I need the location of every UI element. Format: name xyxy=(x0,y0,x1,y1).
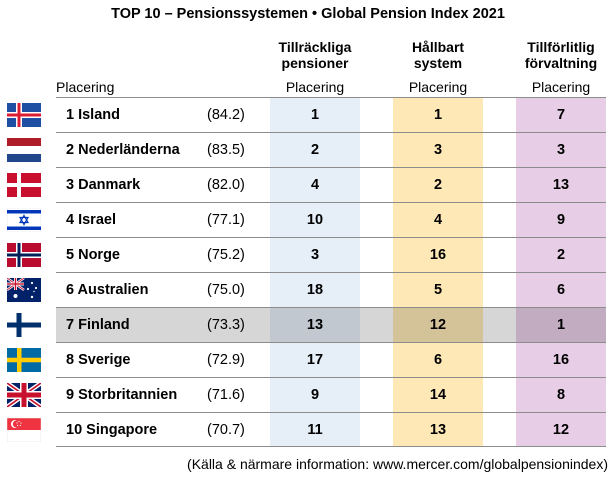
australia-flag-icon xyxy=(7,278,41,302)
rank-integrity: 7 xyxy=(556,107,566,123)
country-name: 5 Norge xyxy=(66,247,120,263)
rank-integrity: 16 xyxy=(552,352,570,368)
norway-flag-icon xyxy=(7,243,41,267)
table-row: 7 Finland (73.3) 13 12 1 xyxy=(0,308,616,343)
country-name: 7 Finland xyxy=(66,317,130,333)
col2-header: Hållbart system xyxy=(411,39,465,71)
rank-adequacy: 1 xyxy=(310,107,320,123)
rank-integrity: 8 xyxy=(556,387,566,403)
rank-sustainability: 2 xyxy=(433,177,443,193)
rank-integrity: 6 xyxy=(556,282,566,298)
placering-label: Placering xyxy=(56,79,115,95)
denmark-flag-icon xyxy=(7,173,41,197)
rank-sustainability: 1 xyxy=(433,107,443,123)
table-row: 2 Nederländerna (83.5) 2 3 3 xyxy=(0,133,616,168)
table-row: 9 Storbritannien (71.6) 9 14 8 xyxy=(0,378,616,413)
country-name: 10 Singapore xyxy=(66,422,158,438)
col2-subheader: Placering xyxy=(408,79,468,95)
table-row: 10 Singapore (70.7) 11 13 12 xyxy=(0,413,616,448)
singapore-flag-icon xyxy=(7,418,41,442)
rank-sustainability: 6 xyxy=(433,352,443,368)
rank-integrity: 1 xyxy=(556,317,566,333)
row-divider xyxy=(56,412,606,413)
row-divider xyxy=(56,446,606,447)
table-row: 4 Israel (77.1) 10 4 9 xyxy=(0,203,616,238)
rank-integrity: 3 xyxy=(556,142,566,158)
country-name: 6 Australien xyxy=(66,282,149,298)
rank-sustainability: 14 xyxy=(429,387,447,403)
finland-flag-icon xyxy=(7,313,41,337)
rank-sustainability: 4 xyxy=(433,212,443,228)
israel-flag-icon xyxy=(7,208,41,232)
row-divider xyxy=(56,237,606,238)
rank-adequacy: 11 xyxy=(307,422,323,438)
rank-adequacy: 9 xyxy=(310,387,320,403)
rank-sustainability: 12 xyxy=(429,317,447,333)
col3-header: Tillförlitlig förvaltning xyxy=(524,39,598,71)
iceland-flag-icon xyxy=(7,103,41,127)
row-divider xyxy=(56,132,606,133)
row-divider xyxy=(56,167,606,168)
country-score: (75.0) xyxy=(207,282,245,298)
page-title: TOP 10 – Pensionssystemen • Global Pensi… xyxy=(111,6,505,22)
col3-subheader: Placering xyxy=(531,79,591,95)
rank-adequacy: 10 xyxy=(306,212,324,228)
rank-sustainability: 3 xyxy=(433,142,443,158)
country-score: (73.3) xyxy=(207,317,245,333)
col1-header: Tillräckliga pensioner xyxy=(278,39,352,71)
rank-sustainability: 13 xyxy=(429,422,447,438)
country-name: 2 Nederländerna xyxy=(66,142,180,158)
rank-adequacy: 3 xyxy=(310,247,320,263)
netherlands-flag-icon xyxy=(7,138,41,162)
country-score: (70.7) xyxy=(207,422,245,438)
col2-background xyxy=(393,97,483,446)
row-divider xyxy=(56,307,606,308)
uk-flag-icon xyxy=(7,383,41,407)
sweden-flag-icon xyxy=(7,348,41,372)
row-divider xyxy=(56,97,606,98)
country-name: 1 Island xyxy=(66,107,120,123)
table-row: 1 Island (84.2) 1 1 7 xyxy=(0,98,616,133)
rank-integrity: 13 xyxy=(552,177,570,193)
rank-integrity: 12 xyxy=(552,422,570,438)
row-divider xyxy=(56,342,606,343)
row-divider xyxy=(56,272,606,273)
country-name: 3 Danmark xyxy=(66,177,141,193)
country-name: 9 Storbritannien xyxy=(66,387,178,403)
country-score: (71.6) xyxy=(207,387,245,403)
country-score: (75.2) xyxy=(207,247,245,263)
rank-integrity: 2 xyxy=(556,247,566,263)
rank-adequacy: 17 xyxy=(306,352,324,368)
country-score: (82.0) xyxy=(207,177,245,193)
col1-subheader: Placering xyxy=(285,79,345,95)
table-row: 8 Sverige (72.9) 17 6 16 xyxy=(0,343,616,378)
rank-integrity: 9 xyxy=(556,212,566,228)
rank-sustainability: 5 xyxy=(433,282,443,298)
table-row: 6 Australien (75.0) 18 5 6 xyxy=(0,273,616,308)
rank-adequacy: 18 xyxy=(306,282,324,298)
row-divider xyxy=(56,377,606,378)
country-score: (83.5) xyxy=(207,142,245,158)
col1-background xyxy=(270,97,360,446)
country-name: 8 Sverige xyxy=(66,352,131,368)
highlighted-row xyxy=(56,307,606,342)
table-row: 3 Danmark (82.0) 4 2 13 xyxy=(0,168,616,203)
country-score: (72.9) xyxy=(207,352,245,368)
rank-sustainability: 16 xyxy=(429,247,447,263)
table-row: 5 Norge (75.2) 3 16 2 xyxy=(0,238,616,273)
rank-adequacy: 4 xyxy=(310,177,320,193)
country-score: (84.2) xyxy=(207,107,245,123)
country-score: (77.1) xyxy=(207,212,245,228)
rank-adequacy: 2 xyxy=(310,142,320,158)
rank-adequacy: 13 xyxy=(306,317,324,333)
row-divider xyxy=(56,202,606,203)
source-footer: (Källa & närmare information: www.mercer… xyxy=(187,456,608,472)
col3-background xyxy=(516,97,606,446)
country-name: 4 Israel xyxy=(66,212,116,228)
